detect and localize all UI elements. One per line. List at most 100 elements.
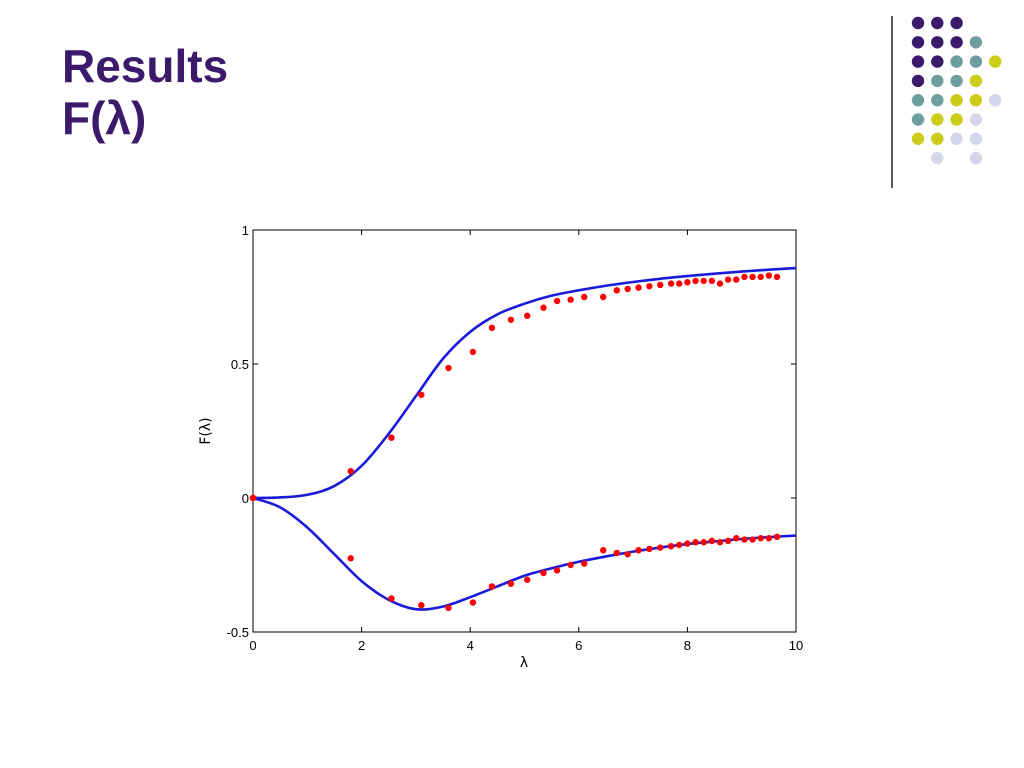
decor-dot — [931, 94, 944, 107]
data-point — [773, 533, 781, 541]
decor-dot — [950, 16, 963, 30]
data-point — [757, 273, 764, 281]
data-point — [553, 297, 561, 305]
data-point — [657, 281, 664, 289]
data-point — [716, 539, 724, 546]
data-point — [507, 580, 515, 587]
data-point — [613, 287, 621, 294]
data-point — [765, 535, 773, 542]
data-point — [724, 276, 732, 283]
data-point — [700, 277, 707, 285]
data-point — [724, 537, 732, 545]
data-point — [624, 285, 631, 293]
decor-dot — [931, 74, 944, 88]
decor-dot — [931, 113, 944, 126]
x-tick-label: 0 — [249, 638, 256, 653]
data-point — [676, 280, 683, 287]
y-tick-label: 0.5 — [231, 357, 249, 372]
data-point — [469, 599, 477, 606]
decorative-dot-grid — [911, 16, 1002, 165]
data-point — [635, 547, 642, 554]
data-point — [741, 273, 748, 281]
y-axis-label: F(λ) — [198, 417, 214, 444]
y-axis: -0.5 0 0.5 1 — [227, 223, 796, 640]
slide-title-line-2: F(λ) — [62, 92, 147, 144]
decor-dot — [950, 36, 963, 49]
data-point — [765, 272, 773, 279]
decor-dot — [969, 74, 983, 88]
data-point — [418, 391, 425, 399]
data-point — [700, 539, 707, 546]
data-point — [657, 544, 664, 551]
decor-dot — [931, 36, 944, 49]
data-point — [708, 277, 716, 285]
decor-dot — [911, 74, 925, 88]
decor-dot — [950, 132, 963, 145]
data-point — [684, 279, 691, 286]
data-point — [646, 283, 653, 290]
data-point — [524, 576, 531, 583]
series-layer — [249, 266, 797, 612]
data-point — [524, 312, 531, 319]
data-point — [540, 304, 547, 311]
data-point — [692, 539, 699, 546]
decor-dot — [911, 94, 925, 107]
data-point — [600, 293, 607, 301]
decor-dot — [911, 55, 925, 68]
data-point — [708, 537, 716, 545]
vertical-divider — [891, 16, 893, 188]
decor-dot — [911, 132, 925, 145]
data-point — [347, 468, 354, 475]
decor-dot — [931, 132, 944, 145]
x-tick-label: 10 — [789, 638, 803, 653]
data-point — [733, 276, 740, 283]
decor-dot — [911, 36, 925, 49]
data-point — [773, 273, 781, 281]
data-point — [507, 316, 515, 323]
decor-dot — [950, 94, 963, 107]
x-tick-label: 4 — [467, 638, 474, 653]
x-tick-label: 6 — [575, 638, 582, 653]
data-point — [553, 567, 561, 574]
data-point — [581, 560, 588, 567]
data-point — [567, 561, 574, 569]
data-point — [741, 536, 748, 543]
decor-dot — [969, 55, 983, 68]
data-point — [684, 540, 691, 547]
decor-dot — [950, 74, 963, 88]
data-point — [249, 494, 257, 502]
y-tick-label: 0 — [242, 491, 249, 506]
data-point — [646, 545, 653, 553]
data-point — [469, 348, 477, 356]
data-point — [445, 604, 452, 612]
y-tick-label: 1 — [242, 223, 249, 238]
data-point — [388, 595, 395, 602]
data-point — [488, 324, 496, 332]
data-point — [749, 536, 756, 543]
data-point — [600, 547, 607, 554]
data-point — [613, 549, 621, 557]
data-point — [733, 535, 740, 542]
decor-dot — [969, 151, 983, 165]
decor-dot — [969, 113, 983, 126]
data-point — [757, 535, 764, 542]
data-point — [488, 583, 496, 590]
data-point — [692, 277, 699, 285]
data-point — [635, 284, 642, 291]
data-point — [667, 543, 675, 550]
data-point — [388, 434, 395, 441]
decor-dot — [989, 55, 1002, 68]
x-axis-label: λ — [520, 655, 528, 671]
decor-dot — [911, 16, 925, 30]
series-line-0 — [252, 266, 797, 500]
decor-dot — [969, 132, 983, 145]
decor-dot — [969, 94, 983, 107]
chart: 0 2 4 6 8 10 -0.500.51 λ F(λ) — [198, 223, 803, 671]
decor-dot — [931, 55, 944, 68]
data-point — [676, 541, 683, 549]
decor-dot — [931, 151, 944, 165]
slide-title: Results F(λ) — [62, 40, 228, 144]
y-tick-label: -0.5 — [227, 625, 249, 640]
data-point — [540, 569, 547, 577]
plot-area — [252, 229, 797, 633]
